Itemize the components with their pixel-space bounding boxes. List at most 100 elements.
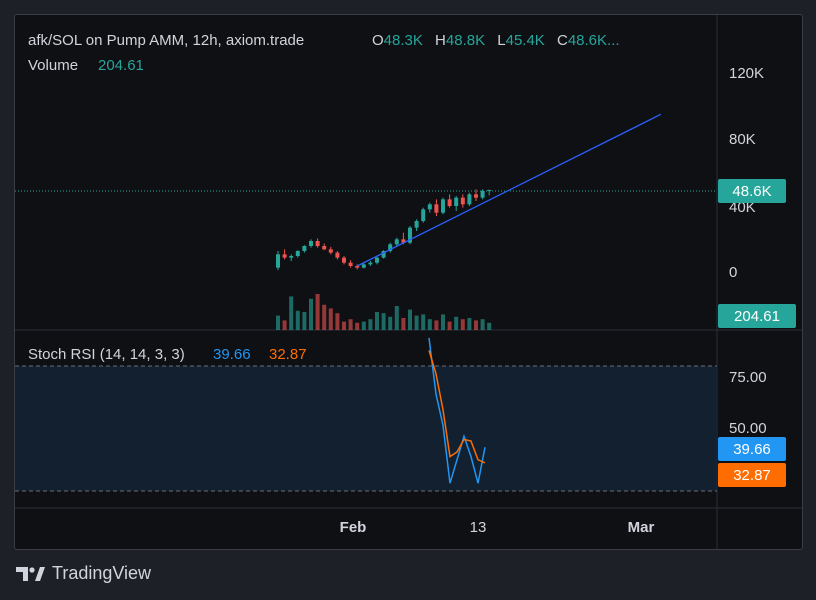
- volume-bar: [388, 316, 393, 330]
- ohlc-high-key: H: [435, 32, 446, 49]
- volume-bar: [368, 319, 373, 330]
- stoch-k-value: 39.66: [213, 346, 251, 363]
- candle-body: [328, 249, 333, 253]
- stoch-d-value: 32.87: [269, 346, 307, 363]
- volume-bar: [394, 306, 399, 330]
- candle-body: [408, 227, 412, 243]
- legend-title: afk/SOL on Pump AMM, 12h, axiom.trade: [28, 32, 304, 49]
- volume-bar: [375, 312, 379, 330]
- candle-body: [447, 199, 452, 206]
- stoch-k-badge-text: 39.66: [733, 441, 771, 458]
- candle-body: [388, 244, 393, 251]
- candle-body: [434, 204, 439, 213]
- volume-bar: [315, 294, 320, 330]
- candle-body: [335, 252, 340, 258]
- price-tick-40k: 40K: [729, 199, 756, 216]
- candle-body: [414, 221, 419, 228]
- volume-bar: [460, 319, 465, 330]
- candle-body: [309, 241, 313, 246]
- volume-badge: [718, 304, 796, 328]
- candle-body: [421, 209, 426, 221]
- volume-bar: [322, 304, 327, 330]
- candle-body: [361, 264, 366, 268]
- chart-canvas[interactable]: afk/SOL on Pump AMM, 12h, axiom.trade O4…: [15, 15, 802, 549]
- stoch-band-fill: [15, 366, 717, 491]
- candle-body: [289, 256, 294, 258]
- candle-body: [460, 197, 465, 205]
- stoch-d-badge-text: 32.87: [733, 467, 771, 484]
- volume-bar: [487, 322, 492, 330]
- time-tick-feb: Feb: [340, 519, 367, 536]
- ohlc-high-value: 48.8K: [446, 32, 485, 49]
- volume-bar: [276, 315, 280, 330]
- legend-ohlc: O48.3K H48.8K L45.4K C48.6K...: [372, 32, 620, 49]
- stoch-k-badge: [718, 437, 786, 461]
- last-price-badge: [718, 179, 786, 203]
- candle-body: [375, 257, 379, 263]
- candle-body: [315, 241, 320, 246]
- stoch-k-line: [428, 337, 486, 484]
- trendline[interactable]: [356, 113, 662, 267]
- candle-body: [381, 251, 386, 258]
- candle-body: [454, 197, 459, 206]
- volume-bar: [408, 309, 412, 330]
- candle-body: [302, 246, 307, 251]
- stoch-title: Stoch RSI (14, 14, 3, 3): [28, 346, 185, 363]
- ohlc-low-value: 45.4K: [506, 32, 545, 49]
- tradingview-brand[interactable]: TradingView: [16, 563, 151, 584]
- volume-bar: [348, 319, 353, 330]
- candle-body: [480, 191, 485, 198]
- trendline-line[interactable]: [356, 113, 662, 267]
- volume-bar: [441, 314, 445, 330]
- volume-bar: [454, 316, 459, 330]
- volume-bar: [295, 310, 300, 330]
- volume-bar: [401, 318, 406, 330]
- candle-body: [487, 190, 492, 191]
- chart-frame: afk/SOL on Pump AMM, 12h, axiom.trade O4…: [14, 14, 803, 550]
- volume-bar: [355, 322, 360, 330]
- candle-body: [474, 194, 478, 198]
- volume-bar: [328, 308, 333, 330]
- ohlc-low-key: L: [497, 32, 505, 49]
- volume-bar: [434, 320, 439, 330]
- volume-bar: [282, 320, 287, 330]
- volume-bar: [447, 321, 452, 330]
- volume-bar: [467, 318, 472, 330]
- candle-body: [348, 262, 353, 266]
- candle-body: [282, 254, 287, 258]
- candle-body: [441, 199, 445, 213]
- ohlc-open-key: O: [372, 32, 384, 49]
- candle-body: [394, 239, 399, 245]
- candle-body: [467, 194, 472, 205]
- ohlc-close-key: C: [557, 32, 568, 49]
- candle-body: [355, 266, 360, 268]
- volume-bar: [335, 313, 340, 330]
- volume-legend-value: 204.61: [98, 57, 144, 74]
- volume-bar: [414, 315, 419, 330]
- volume-bar: [361, 321, 366, 330]
- stoch-lines: [428, 337, 486, 484]
- candle-body: [276, 254, 280, 268]
- stoch-tick-50: 50.00: [729, 420, 767, 437]
- volume-bar: [381, 313, 386, 330]
- volume-bar: [302, 312, 307, 330]
- price-tick-80k: 80K: [729, 131, 756, 148]
- stoch-d-badge: [718, 463, 786, 487]
- candle-body: [322, 246, 327, 250]
- volume-bars: [276, 294, 492, 330]
- ohlc-open-value: 48.3K: [384, 32, 423, 49]
- volume-bar: [480, 319, 485, 330]
- tradingview-logo-icon: [16, 566, 45, 581]
- candle-body: [342, 257, 346, 263]
- candle-body: [368, 262, 373, 265]
- price-tick-120k: 120K: [729, 65, 764, 82]
- volume-bar: [309, 298, 313, 330]
- volume-bar: [427, 319, 432, 330]
- volume-bar: [342, 321, 346, 330]
- ohlc-close-value: 48.6K...: [568, 32, 620, 49]
- volume-bar: [474, 320, 478, 330]
- volume-badge-text: 204.61: [734, 308, 780, 325]
- time-tick-mar: Mar: [628, 519, 655, 536]
- candle-body: [401, 239, 406, 243]
- stoch-d-line: [428, 350, 486, 464]
